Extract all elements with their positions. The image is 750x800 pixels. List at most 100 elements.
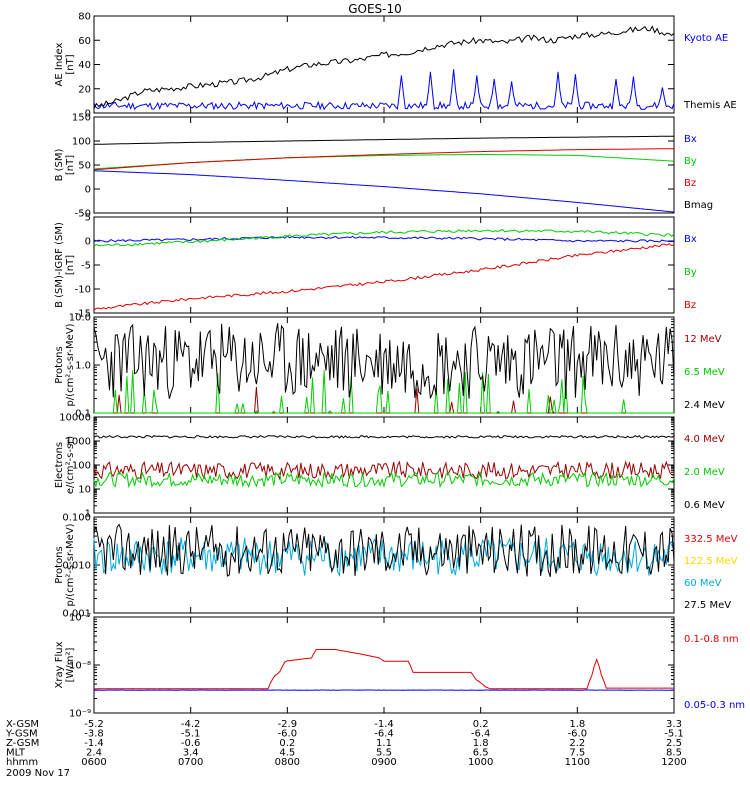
series-kyoto-ae [93,69,675,111]
series-4-0-mev [93,460,675,481]
ephem-value: 5.5 [376,748,392,759]
y-tick-label: -5 [81,261,91,272]
legend-6-5-mev: 6.5 MeV [684,367,725,378]
ephem-value: 0900 [371,757,396,768]
ephem-value: -4.2 [181,719,201,730]
y-tick-label: 0.1 [75,409,91,420]
panel-frame [93,516,675,614]
y-tick-label: 20 [78,84,91,95]
ephem-value: 0700 [178,757,203,768]
ephem-value: 1000 [468,757,493,768]
ephem-value: 2.2 [569,738,585,749]
ephem-value: 0600 [81,757,106,768]
y-tick-label: 10⁻⁹ [69,709,91,720]
series-bz [93,148,674,171]
panel-elec: 1 10 100 1000 10000 Electrons e/(cm²-s-sr) 4.0 … [54,413,725,520]
ephem-value: 8.5 [666,748,682,759]
series-2-4-mev [93,323,675,400]
y-tick-label: 1 [85,509,91,520]
y-tick-label: 100 [72,461,91,472]
panel-bsm: -50 0 50 100 150 B (SM) [nT] Bx By Bz Bmag [54,113,713,220]
y-tick-label: -10 [75,285,91,296]
panel-frame [93,15,675,114]
legend-12-mev: 12 MeV [684,334,722,345]
y-axis-label: Electrons [54,442,65,488]
series-bx [93,170,675,213]
legend-60-mev: 60 MeV [684,578,722,589]
ephem-value: 0.2 [279,738,295,749]
y-axis-label: AE Index [54,42,65,86]
y-tick-label: 50 [78,161,91,172]
ephem-row-label: Y-GSM [5,729,38,740]
series-bz [93,243,675,311]
legend-themis-ae: Themis AE [683,100,737,111]
ephem-value: 1200 [661,757,686,768]
ephem-value: 4.5 [279,748,295,759]
y-tick-label: 10 [78,485,91,496]
y-axis-label: e/(cm²-s-sr) [65,436,76,494]
ephem-value: 3.3 [666,719,682,730]
panel-frame [93,116,675,214]
panel-frame [93,616,675,714]
y-tick-label: 1000 [66,437,91,448]
series-by [93,228,675,247]
ephem-value: -2.9 [278,719,298,730]
y-axis-label: Protons [54,346,65,383]
y-tick-label: 10.0 [69,313,91,324]
ephem-row-label: MLT [6,748,26,759]
y-tick-label: 100 [72,137,91,148]
y-tick-label: -15 [75,309,91,320]
ephem-value: 3.4 [183,748,199,759]
y-tick-label: 0 [85,185,91,196]
legend-332-5-mev: 332.5 MeV [684,534,738,545]
ephem-value: 1.8 [473,738,489,749]
panel-prot_lo: 0.1 1.0 10.0 Protons p/(cm²-s-sr-MeV) 12 MeV 6… [54,313,725,420]
legend-by: By [684,267,697,278]
legend-bz: Bz [684,178,696,189]
y-tick-label: -50 [75,209,91,220]
ephem-value: 7.5 [569,748,585,759]
series-27-5-mev [93,523,675,577]
y-axis-label: Protons [54,546,65,583]
series-0-1-0-8-nm [94,649,674,690]
ephem-value: 1.1 [376,738,392,749]
y-tick-label: 5 [85,213,91,224]
ephem-value: 1100 [565,757,590,768]
ephem-value: -6.4 [471,729,491,740]
ephem-value: -1.4 [84,738,104,749]
ephem-value: -5.1 [664,729,684,740]
legend-4-0-mev: 4.0 MeV [684,434,725,445]
panel-xray: 10⁻⁹ 10⁻⁸ 10⁻⁷ Xray Flux [W/m²] 0.1-0.8 nm 0.0… [54,613,745,720]
panel-bdiff: -15 -10 -5 0 5 B (SM)-IGRF (SM) [nT] Bx By Bz [54,213,697,320]
y-tick-label: 60 [78,36,91,47]
y-tick-label: 0 [85,237,91,248]
date-label: 2009 Nov 17 [6,768,70,779]
y-tick-label: 80 [78,12,91,23]
y-axis-label: B (SM) [54,148,65,181]
ephem-value: -5.1 [181,729,201,740]
ephem-value: -3.8 [84,729,104,740]
legend-27-5-mev: 27.5 MeV [684,600,731,611]
y-tick-label: 1.0 [75,361,91,372]
ephem-value: -6.4 [374,729,394,740]
y-axis-label: B (SM)-IGRF (SM) [54,222,65,308]
y-tick-label: 10⁻⁸ [69,661,91,672]
ephemeris-table: X-GSM -5.2 -4.2 -2.9 -1.4 0.2 1.8 3.3Y-GSM -3.8-… [5,719,687,768]
legend-by: By [684,156,697,167]
panel-prot_hi: 0.001 0.010 0.100 Protons p/(cm²-s-sr-MeV) 33… [54,513,738,620]
y-axis-label: p/(cm²-s-sr-MeV) [65,323,76,406]
ephem-row-label: X-GSM [6,719,39,730]
ephem-value: 1.8 [569,719,585,730]
legend-0-05-0-3-nm: 0.05-0.3 nm [684,700,745,711]
legend-2-0-mev: 2.0 MeV [684,467,725,478]
ephem-value: -1.4 [374,719,394,730]
ephem-value: 6.5 [473,748,489,759]
legend-0-1-0-8-nm: 0.1-0.8 nm [684,634,739,645]
y-tick-label: 10⁻⁷ [69,613,91,624]
ephem-value: 2.4 [86,748,102,759]
ephem-value: 0800 [275,757,300,768]
y-tick-label: 10000 [59,413,91,424]
y-tick-label: 0.010 [62,561,91,572]
